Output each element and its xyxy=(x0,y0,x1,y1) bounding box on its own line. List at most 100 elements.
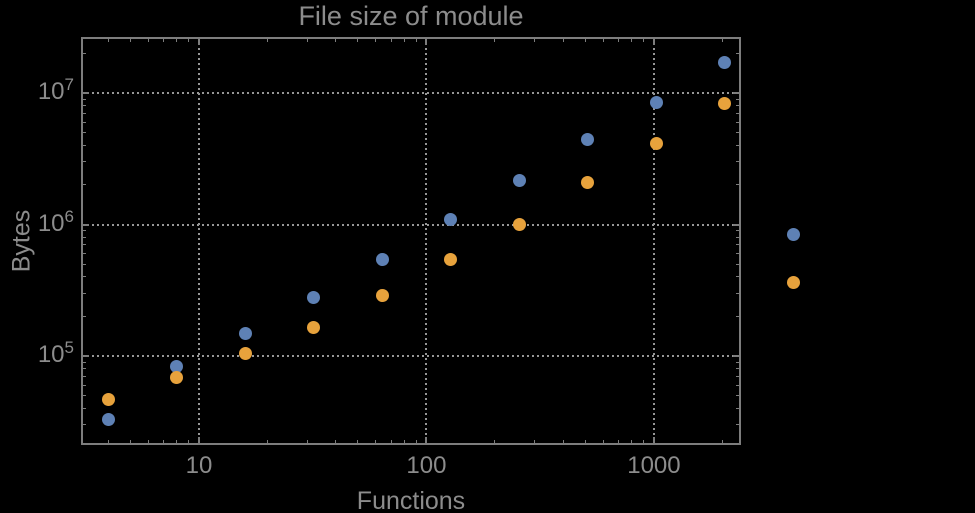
x-axis-tick xyxy=(534,440,536,444)
gridline-horizontal xyxy=(82,92,740,95)
series-blue-point xyxy=(581,133,595,147)
x-axis-tick xyxy=(197,38,200,45)
y-tick-label: 105 xyxy=(37,338,74,369)
y-axis-tick xyxy=(82,98,86,100)
y-tick-label: 106 xyxy=(37,206,74,237)
y-axis-tick xyxy=(733,223,740,226)
x-axis-tick xyxy=(721,38,723,42)
y-axis-tick xyxy=(736,244,740,246)
x-axis-tick xyxy=(584,440,586,444)
series-blue-point xyxy=(238,326,252,340)
x-axis-tick xyxy=(425,437,428,444)
y-axis-tick xyxy=(82,424,86,426)
series-blue-point xyxy=(718,56,732,70)
x-axis-tick xyxy=(335,38,337,42)
y-axis-tick xyxy=(82,132,86,134)
series-blue-point xyxy=(170,359,184,373)
series-orange-point xyxy=(170,370,184,384)
y-axis-tick xyxy=(736,376,740,378)
y-axis-tick xyxy=(736,361,740,363)
x-axis-tick xyxy=(148,38,150,42)
y-axis-tick xyxy=(82,105,86,107)
gridline-horizontal xyxy=(82,355,740,358)
x-axis-tick xyxy=(357,38,359,42)
x-axis-tick xyxy=(403,38,405,42)
y-axis-tick xyxy=(733,92,740,95)
y-axis-tick xyxy=(736,316,740,318)
y-axis-tick xyxy=(82,92,89,95)
x-tick-label: 1000 xyxy=(627,452,681,479)
series-blue-point xyxy=(786,228,800,242)
y-axis-tick xyxy=(82,368,86,370)
y-axis-tick xyxy=(736,236,740,238)
gridline-vertical xyxy=(197,38,200,444)
y-axis-tick xyxy=(82,244,86,246)
x-axis-tick xyxy=(188,38,190,42)
series-orange-point xyxy=(238,347,252,361)
x-axis-tick xyxy=(375,440,377,444)
series-blue-point xyxy=(375,252,389,266)
series-orange-point xyxy=(375,288,389,302)
y-axis-tick xyxy=(82,361,86,363)
y-axis-tick xyxy=(82,144,86,146)
y-axis-tick xyxy=(736,230,740,232)
x-axis-tick xyxy=(163,38,165,42)
x-axis-tick xyxy=(584,38,586,42)
x-axis-tick xyxy=(415,38,417,42)
y-axis-tick xyxy=(82,184,86,186)
y-axis-tick xyxy=(82,276,86,278)
x-axis-tick xyxy=(307,440,308,444)
x-tick-label: 100 xyxy=(406,452,447,479)
x-axis-tick xyxy=(631,440,633,444)
series-orange-point xyxy=(512,218,526,232)
x-axis-tick xyxy=(390,38,392,42)
y-axis-tick xyxy=(82,112,86,114)
y-axis-tick xyxy=(736,384,740,386)
x-axis-tick xyxy=(176,38,178,42)
x-axis-tick xyxy=(494,38,496,42)
gridline-vertical xyxy=(425,38,428,444)
y-axis-tick xyxy=(736,253,740,255)
x-axis-tick xyxy=(643,440,645,444)
x-axis-tick xyxy=(266,440,268,444)
y-axis-tick xyxy=(82,253,86,255)
x-axis-tick xyxy=(197,437,200,444)
y-axis-tick xyxy=(82,263,86,265)
y-axis-tick xyxy=(736,132,740,134)
y-axis-tick xyxy=(733,355,740,358)
x-axis-tick xyxy=(652,38,655,45)
y-axis-tick xyxy=(82,384,86,386)
series-orange-point xyxy=(101,392,115,406)
x-axis-tick xyxy=(130,440,131,444)
x-axis-tick xyxy=(375,38,377,42)
x-axis-tick xyxy=(494,440,496,444)
x-axis-tick xyxy=(534,38,536,42)
y-axis-tick xyxy=(82,316,86,318)
series-orange-point xyxy=(444,252,458,266)
y-axis-tick xyxy=(82,52,86,54)
x-axis-tick xyxy=(335,440,337,444)
series-blue-point xyxy=(649,96,663,110)
series-orange-point xyxy=(649,137,663,151)
x-axis-tick xyxy=(390,440,392,444)
series-blue-point xyxy=(512,174,526,188)
x-axis-tick xyxy=(266,38,268,42)
x-axis-tick xyxy=(643,38,645,42)
series-orange-point xyxy=(307,320,321,334)
gridline-vertical xyxy=(652,38,655,444)
x-axis-tick xyxy=(618,440,620,444)
x-axis-tick xyxy=(562,440,564,444)
plot-frame xyxy=(81,37,741,445)
series-orange-point xyxy=(786,275,800,289)
y-axis-tick xyxy=(736,184,740,186)
y-axis-tick xyxy=(82,230,86,232)
chart-title: File size of module xyxy=(298,1,524,31)
y-axis-tick xyxy=(82,355,89,358)
y-axis-tick xyxy=(82,408,86,410)
x-axis-tick xyxy=(130,38,131,42)
y-axis-tick xyxy=(736,112,740,114)
x-axis-tick xyxy=(602,440,604,444)
y-axis-tick xyxy=(736,98,740,100)
y-axis-tick xyxy=(736,395,740,397)
